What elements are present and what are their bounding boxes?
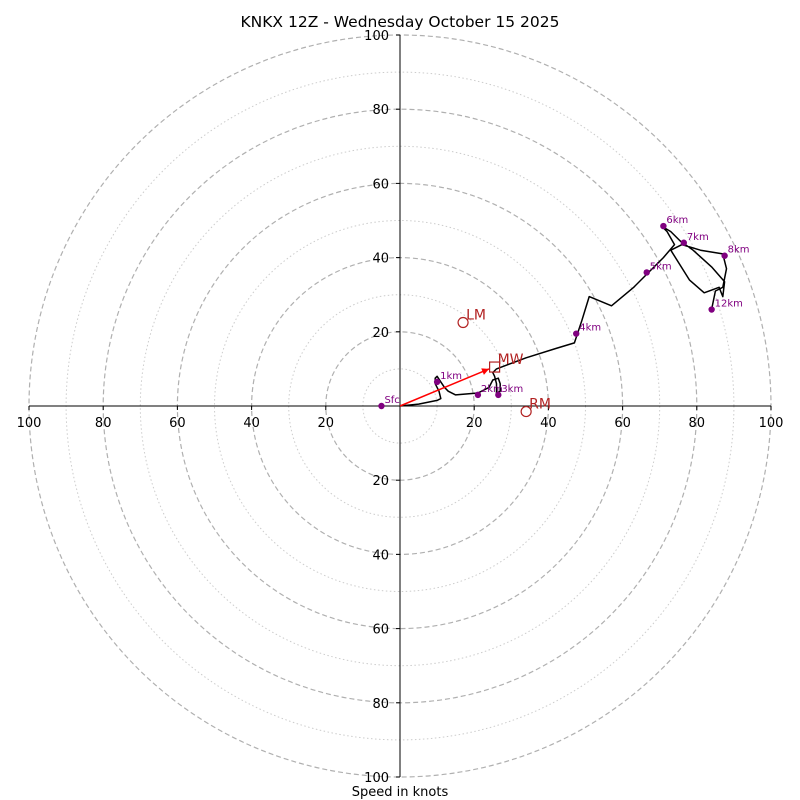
height-marker-point	[474, 391, 482, 399]
x-tick-label: 40	[540, 416, 557, 431]
height-marker-point	[495, 391, 502, 399]
height-marker-point	[433, 378, 441, 386]
y-tick-label: 80	[372, 103, 389, 118]
storm-motion-label: MW	[498, 352, 524, 368]
chart-title: KNKX 12Z - Wednesday October 15 2025	[241, 13, 560, 31]
storm-motion-label: RM	[529, 397, 551, 413]
x-tick-label: 80	[95, 416, 112, 431]
height-marker-label: 3km	[501, 384, 523, 395]
x-axis-label: Speed in knots	[352, 785, 449, 800]
height-marker-point	[660, 222, 667, 230]
height-marker-label: Sfc	[384, 395, 399, 406]
height-marker-label: 6km	[666, 215, 688, 226]
height-marker-point	[643, 269, 650, 276]
y-tick-label: 20	[372, 474, 389, 489]
height-marker-point	[378, 402, 385, 410]
x-tick-label: 40	[243, 416, 260, 431]
y-tick-label: 40	[372, 252, 389, 267]
storm-motion-marker	[457, 316, 469, 329]
height-marker-label: 1km	[440, 371, 462, 382]
height-marker-label: 12km	[715, 299, 743, 310]
storm-motion-label: LM	[466, 308, 486, 324]
y-tick-label: 20	[372, 326, 389, 341]
height-marker-label: 4km	[579, 323, 601, 334]
height-marker-label: 7km	[687, 232, 709, 243]
height-marker-point	[573, 330, 580, 337]
height-marker-point	[680, 239, 688, 246]
x-tick-label: 60	[614, 416, 631, 431]
y-tick-label: 100	[364, 771, 389, 786]
height-marker-label: 5km	[650, 261, 672, 272]
shear-vector-arrowhead	[481, 368, 490, 375]
storm-motion-marker	[489, 361, 501, 373]
y-tick-label: 40	[372, 548, 389, 563]
x-tick-label: 100	[759, 416, 784, 431]
x-tick-label: 20	[318, 416, 335, 431]
height-marker-label: 2km	[481, 384, 503, 395]
x-tick-label: 60	[169, 416, 186, 431]
y-tick-label: 100	[364, 29, 389, 44]
x-tick-label: 80	[689, 416, 706, 431]
storm-motion-marker	[520, 405, 532, 418]
shear-vector-line	[399, 368, 490, 407]
y-tick-label: 60	[372, 177, 389, 192]
height-marker-label: 8km	[728, 245, 750, 256]
storm-motion-markers: LM MW RM	[457, 308, 551, 418]
shear-vector-layer	[399, 368, 490, 407]
x-tick-label: 100	[17, 416, 42, 431]
tick-labels: 100 100 100 100 80 80 80 80 60 60 60 60 40 40 40 40 20 20…	[17, 29, 784, 786]
height-marker-point	[721, 252, 728, 259]
y-tick-label: 80	[372, 697, 389, 712]
y-tick-label: 60	[372, 623, 389, 638]
x-tick-label: 20	[466, 416, 483, 431]
height-marker-point	[708, 306, 715, 313]
